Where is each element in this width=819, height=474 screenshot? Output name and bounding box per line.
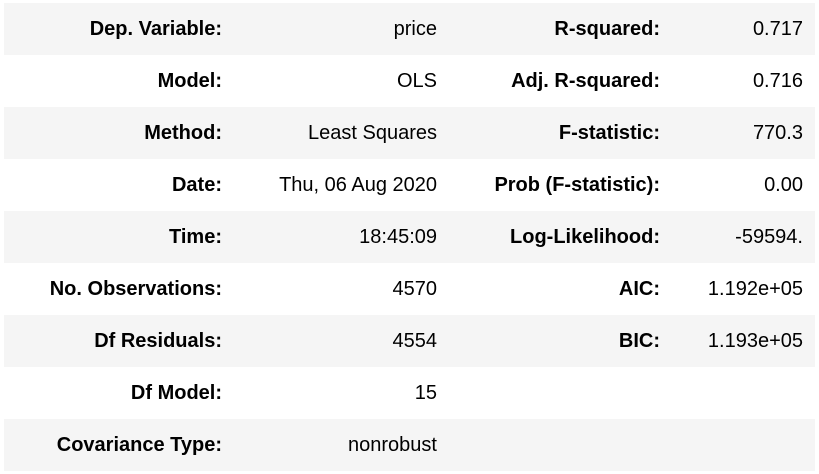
r-squared-label: R-squared: (449, 3, 672, 55)
dep-variable-value: price (234, 3, 449, 55)
table-row: Time: 18:45:09 Log-Likelihood: -59594. (4, 211, 815, 263)
empty-label-cell (449, 419, 672, 471)
covariance-type-label: Covariance Type: (4, 419, 234, 471)
method-value: Least Squares (234, 107, 449, 159)
dep-variable-label: Dep. Variable: (4, 3, 234, 55)
table-row: Df Model: 15 (4, 367, 815, 419)
table-row: Df Residuals: 4554 BIC: 1.193e+05 (4, 315, 815, 367)
table-row: Covariance Type: nonrobust (4, 419, 815, 471)
table-row: Method: Least Squares F-statistic: 770.3 (4, 107, 815, 159)
df-model-label: Df Model: (4, 367, 234, 419)
log-likelihood-value: -59594. (672, 211, 815, 263)
prob-f-statistic-value: 0.00 (672, 159, 815, 211)
table-row: No. Observations: 4570 AIC: 1.192e+05 (4, 263, 815, 315)
bic-value: 1.193e+05 (672, 315, 815, 367)
adj-r-squared-value: 0.716 (672, 55, 815, 107)
model-label: Model: (4, 55, 234, 107)
regression-summary-table: Dep. Variable: price R-squared: 0.717 Mo… (4, 3, 815, 471)
aic-value: 1.192e+05 (672, 263, 815, 315)
adj-r-squared-label: Adj. R-squared: (449, 55, 672, 107)
f-statistic-label: F-statistic: (449, 107, 672, 159)
prob-f-statistic-label: Prob (F-statistic): (449, 159, 672, 211)
table-row: Dep. Variable: price R-squared: 0.717 (4, 3, 815, 55)
table-row: Model: OLS Adj. R-squared: 0.716 (4, 55, 815, 107)
aic-label: AIC: (449, 263, 672, 315)
bic-label: BIC: (449, 315, 672, 367)
empty-label-cell (449, 367, 672, 419)
time-value: 18:45:09 (234, 211, 449, 263)
covariance-type-value: nonrobust (234, 419, 449, 471)
date-label: Date: (4, 159, 234, 211)
f-statistic-value: 770.3 (672, 107, 815, 159)
empty-value-cell (672, 419, 815, 471)
df-residuals-label: Df Residuals: (4, 315, 234, 367)
empty-value-cell (672, 367, 815, 419)
df-model-value: 15 (234, 367, 449, 419)
log-likelihood-label: Log-Likelihood: (449, 211, 672, 263)
date-value: Thu, 06 Aug 2020 (234, 159, 449, 211)
r-squared-value: 0.717 (672, 3, 815, 55)
no-observations-label: No. Observations: (4, 263, 234, 315)
df-residuals-value: 4554 (234, 315, 449, 367)
time-label: Time: (4, 211, 234, 263)
table-row: Date: Thu, 06 Aug 2020 Prob (F-statistic… (4, 159, 815, 211)
model-value: OLS (234, 55, 449, 107)
method-label: Method: (4, 107, 234, 159)
no-observations-value: 4570 (234, 263, 449, 315)
